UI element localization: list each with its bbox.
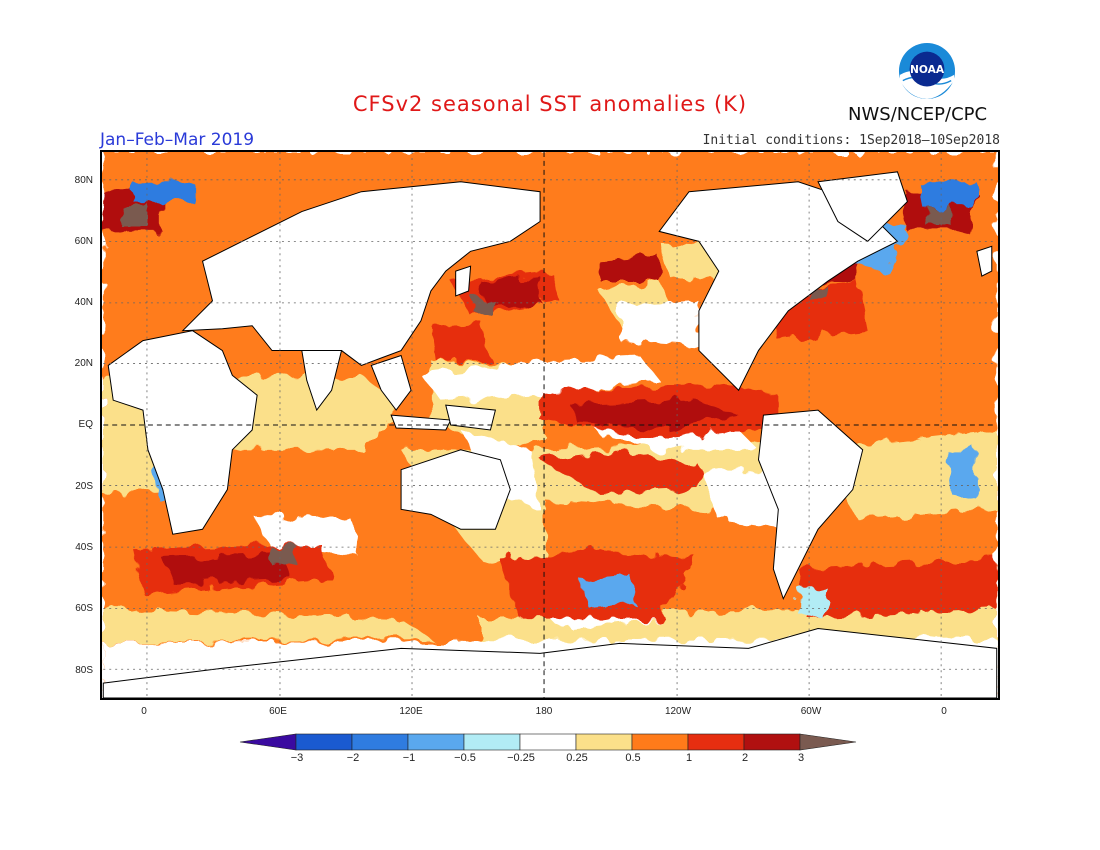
lon-label: 120W <box>664 706 692 717</box>
svg-text:NOAA: NOAA <box>910 63 945 76</box>
lat-label: EQ <box>78 419 93 430</box>
equator-dateline <box>103 152 997 698</box>
colorbar-label: −1 <box>402 752 416 764</box>
lon-label: 180 <box>535 706 553 717</box>
lat-label: 60N <box>74 236 93 247</box>
colorbar-label: −2 <box>346 752 360 764</box>
colorbar <box>239 733 857 751</box>
colorbar-label: 0.5 <box>625 752 641 764</box>
colorbar-cell <box>295 733 353 751</box>
lon-label: 60W <box>800 706 822 717</box>
sst-anomaly-map <box>100 150 1000 700</box>
forecast-period: Jan–Feb–Mar 2019 <box>100 130 255 150</box>
colorbar-label: −0.25 <box>507 752 535 764</box>
lat-label: 80S <box>75 665 93 676</box>
colorbar-label: 1 <box>685 752 693 764</box>
lat-label: 40N <box>74 297 93 308</box>
initial-conditions: Initial conditions: 1Sep2018–10Sep2018 <box>702 133 1000 148</box>
colorbar-label: −3 <box>290 752 304 764</box>
lat-label: 60S <box>75 603 93 614</box>
lat-label: 80N <box>74 175 93 186</box>
colorbar-cell <box>631 733 689 751</box>
colorbar-arrow-low <box>239 733 297 751</box>
lon-label: 60E <box>269 706 287 717</box>
lon-label: 120E <box>399 706 423 717</box>
lon-label: 0 <box>141 706 147 717</box>
lon-label: 0 <box>941 706 947 717</box>
colorbar-cell <box>743 733 801 751</box>
colorbar-cell <box>519 733 577 751</box>
colorbar-label: −0.5 <box>454 752 476 764</box>
colorbar-label: 2 <box>741 752 749 764</box>
colorbar-cell <box>575 733 633 751</box>
map-title: CFSv2 seasonal SST anomalies (K) <box>352 92 748 116</box>
colorbar-cell <box>463 733 521 751</box>
graticule <box>103 152 997 698</box>
lat-label: 20N <box>74 358 93 369</box>
colorbar-cell <box>687 733 745 751</box>
colorbar-label: 3 <box>797 752 805 764</box>
colorbar-arrow-high <box>799 733 857 751</box>
noaa-logo-icon: NOAA <box>898 42 956 100</box>
land-masses <box>102 171 998 698</box>
lat-label: 20S <box>75 481 93 492</box>
agency-label: NWS/NCEP/CPC <box>848 104 988 125</box>
colorbar-cell <box>407 733 465 751</box>
lat-label: 40S <box>75 542 93 553</box>
colorbar-label: 0.25 <box>566 752 588 764</box>
colorbar-cell <box>351 733 409 751</box>
